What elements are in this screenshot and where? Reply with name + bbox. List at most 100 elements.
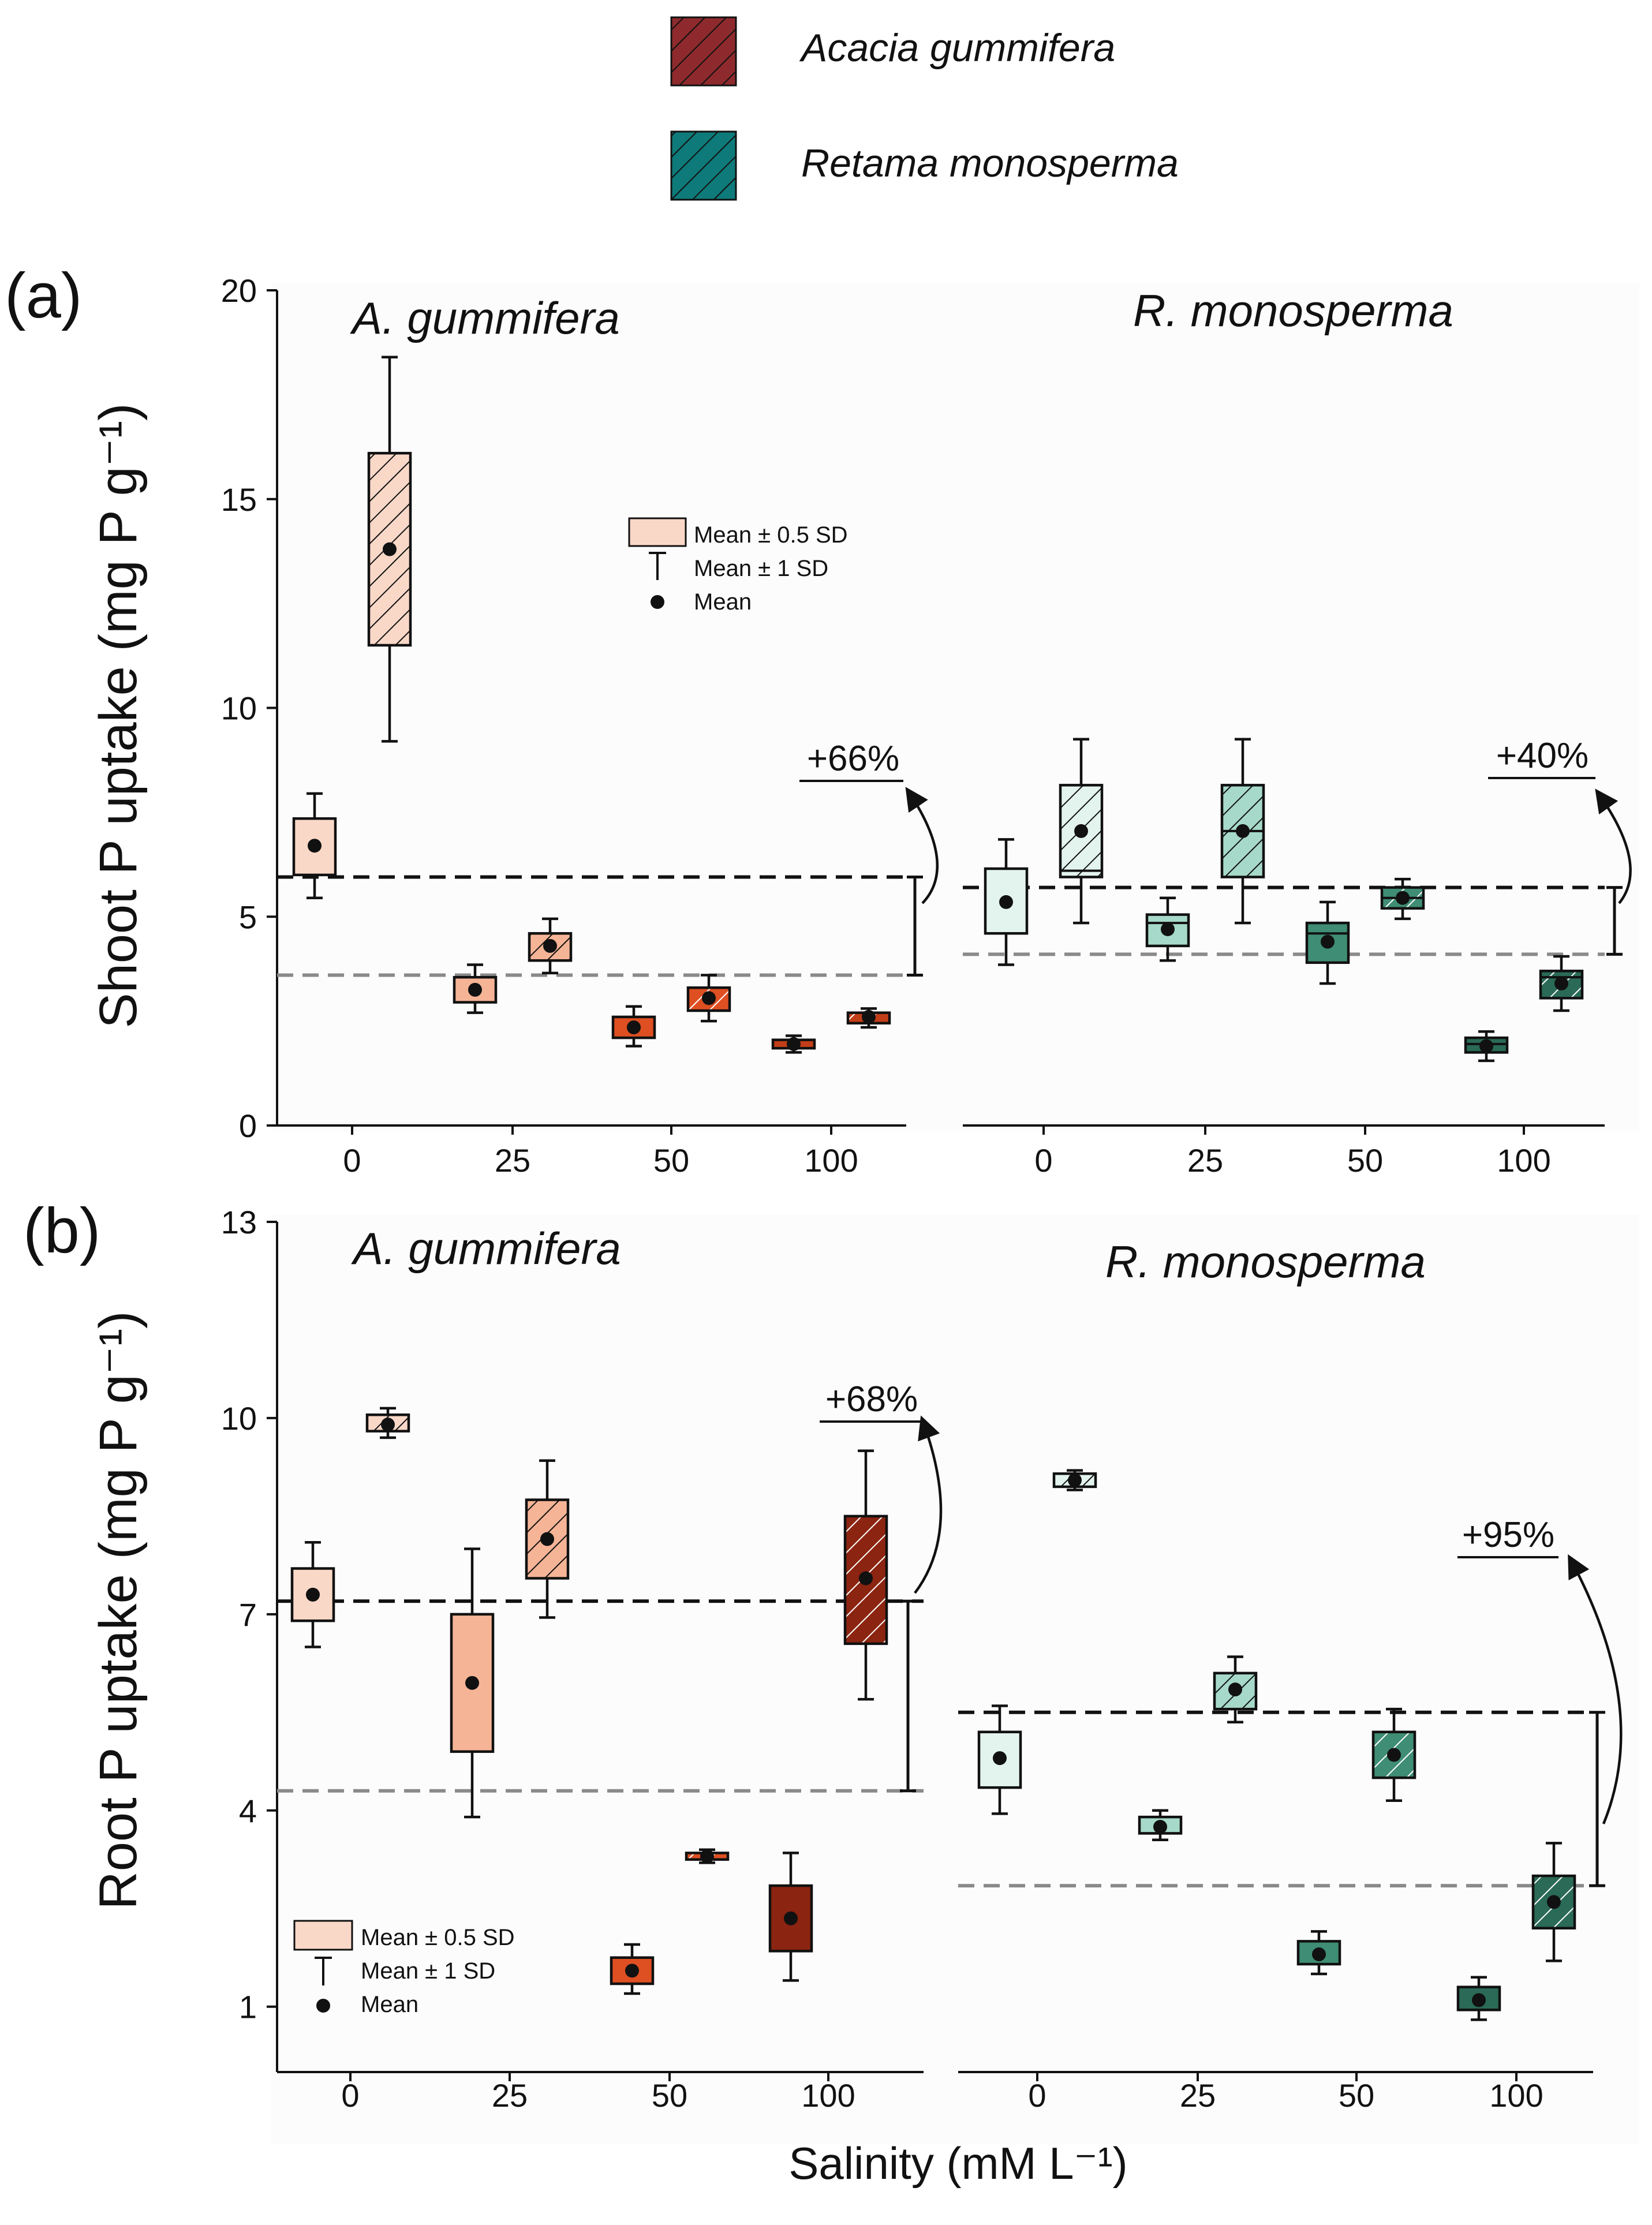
box-legend-whisker-label: Mean ± 1 SD bbox=[361, 1958, 495, 1984]
panel-a-shoot-uptake: (a) Shoot P uptake (mg P g⁻¹) A. gummife… bbox=[5, 260, 1639, 1179]
box-outline bbox=[528, 932, 573, 962]
mean-dot bbox=[784, 1911, 798, 1925]
y-tick-label: 10 bbox=[221, 690, 257, 727]
x-tick-label: 0 bbox=[1034, 1142, 1052, 1179]
panel-b-title-right: R. monosperma bbox=[1105, 1236, 1426, 1287]
y-tick-label: 13 bbox=[221, 1204, 257, 1240]
x-tick-label: 25 bbox=[1180, 2077, 1216, 2114]
x-tick-label: 25 bbox=[495, 1142, 530, 1179]
mean-dot bbox=[702, 991, 716, 1005]
panel-b-y-axis-label: Root P uptake (mg P g⁻¹) bbox=[89, 1311, 148, 1909]
mean-dot bbox=[1321, 934, 1335, 949]
legend-item-acacia: Acacia gummifera bbox=[670, 16, 1115, 87]
mean-dot bbox=[627, 1020, 641, 1034]
box-outline bbox=[1296, 1940, 1341, 1966]
mean-dot bbox=[1068, 1473, 1082, 1487]
mean-dot bbox=[306, 1587, 320, 1602]
mean-dot bbox=[1547, 1895, 1561, 1909]
mean-dot bbox=[1387, 1748, 1401, 1762]
box-outline bbox=[292, 817, 337, 877]
box-plot-treated-100 bbox=[843, 1449, 888, 1701]
box-plot-treated-100 bbox=[846, 1007, 891, 1029]
x-tick-label: 25 bbox=[1187, 1142, 1223, 1179]
box-legend-dot-label: Mean bbox=[694, 589, 752, 615]
box-plot-treated-50 bbox=[1380, 877, 1425, 921]
box-plot-treated-25 bbox=[1213, 1655, 1258, 1724]
box-outline bbox=[450, 1613, 495, 1753]
panel-b-plot-area: 1 4 7 10 13 0 25 50 100 +68% 0 25 50 100 +95% bbox=[221, 1204, 1623, 2114]
box-outline bbox=[686, 986, 731, 1012]
panel-a-plot-area: 0 5 10 15 20 0 25 50 100 +66% 0 25 50 100 +40% bbox=[221, 272, 1632, 1179]
mean-dot bbox=[700, 1849, 714, 1864]
mean-dot bbox=[993, 1751, 1007, 1766]
mean-dot bbox=[308, 839, 322, 853]
percent-change-arrow bbox=[905, 787, 939, 904]
y-tick-label: 4 bbox=[239, 1793, 257, 1829]
panel-a-background bbox=[271, 283, 1639, 1131]
box-legend-box-label: Mean ± 0.5 SD bbox=[694, 522, 848, 548]
legend-label-acacia: Acacia gummifera bbox=[799, 26, 1115, 70]
box-plot-control-100 bbox=[1464, 1030, 1509, 1063]
box-outline bbox=[1371, 1730, 1416, 1779]
mean-dot bbox=[383, 542, 397, 556]
box-legend-dot-icon bbox=[316, 1999, 330, 2013]
y-tick-label: 0 bbox=[239, 1108, 257, 1144]
mean-dot bbox=[862, 1009, 876, 1024]
box-plot-control-50 bbox=[611, 1005, 656, 1048]
percent-change-arrow bbox=[1568, 1554, 1623, 1824]
mean-dot bbox=[1472, 1993, 1486, 2007]
percent-change-label: +95% bbox=[1462, 1515, 1554, 1555]
box-plot-control-25 bbox=[453, 963, 498, 1014]
box-outline bbox=[453, 975, 498, 1004]
box-plot-control-100 bbox=[1456, 1976, 1501, 2021]
box-plot-control-50 bbox=[1305, 900, 1350, 985]
panel-a-box-legend: Mean ± 0.5 SD Mean ± 1 SD Mean bbox=[628, 517, 848, 615]
box-legend-dot-label: Mean bbox=[361, 1992, 418, 2017]
box-outline bbox=[1456, 1985, 1501, 2011]
mean-dot bbox=[1228, 1682, 1242, 1697]
box-outline bbox=[1539, 970, 1584, 1000]
mean-dot bbox=[859, 1571, 873, 1585]
mean-dot bbox=[787, 1037, 801, 1051]
mean-dot bbox=[1074, 824, 1088, 838]
box-plot-control-0 bbox=[292, 792, 337, 899]
box-plot-control-25 bbox=[1145, 896, 1190, 962]
box-outline bbox=[367, 451, 412, 647]
x-tick-label: 50 bbox=[653, 1142, 689, 1179]
percent-change-label: +68% bbox=[825, 1379, 918, 1419]
panel-b-label: (b) bbox=[23, 1195, 100, 1266]
box-plot-treated-50 bbox=[686, 974, 731, 1023]
mean-dot bbox=[1479, 1039, 1493, 1053]
box-legend-box-label: Mean ± 0.5 SD bbox=[361, 1925, 515, 1950]
mean-dot bbox=[1554, 977, 1568, 991]
x-tick-label: 100 bbox=[1497, 1142, 1550, 1179]
box-plot-control-100 bbox=[768, 1852, 813, 1982]
box-plot-control-50 bbox=[1296, 1930, 1341, 1976]
x-axis-label: Salinity (mM L⁻¹) bbox=[788, 2138, 1127, 2189]
box-plot-treated-50 bbox=[1371, 1707, 1416, 1803]
panel-b-root-uptake: (b) Root P uptake (mg P g⁻¹) A. gummifer… bbox=[23, 1195, 1639, 2144]
box-plot-treated-25 bbox=[528, 917, 573, 975]
box-plot-treated-50 bbox=[685, 1848, 730, 1864]
box-outline bbox=[290, 1567, 335, 1622]
box-outline bbox=[977, 1730, 1022, 1789]
box-outline bbox=[1531, 1874, 1576, 1929]
y-tick-label: 15 bbox=[221, 481, 257, 518]
x-tick-label: 50 bbox=[1339, 2077, 1374, 2114]
y-tick-label: 10 bbox=[221, 1400, 257, 1437]
x-tick-label: 50 bbox=[1347, 1142, 1383, 1179]
box-legend-whisker-label: Mean ± 1 SD bbox=[694, 556, 828, 581]
x-tick-label: 0 bbox=[1028, 2077, 1046, 2114]
mean-dot bbox=[543, 938, 557, 953]
legend-label-retama: Retama monosperma bbox=[801, 141, 1179, 185]
box-plot-control-25 bbox=[450, 1547, 495, 1819]
x-tick-label: 25 bbox=[492, 2077, 528, 2114]
box-plot-control-0 bbox=[984, 838, 1029, 966]
y-tick-label: 20 bbox=[221, 272, 257, 309]
box-outline bbox=[1305, 921, 1350, 964]
percent-change-label: +66% bbox=[807, 739, 899, 779]
mean-dot bbox=[625, 1964, 639, 1978]
panel-b-title-left: A. gummifera bbox=[351, 1223, 621, 1274]
legend-swatch-retama-hatch bbox=[670, 130, 737, 201]
x-tick-label: 100 bbox=[1489, 2077, 1543, 2114]
